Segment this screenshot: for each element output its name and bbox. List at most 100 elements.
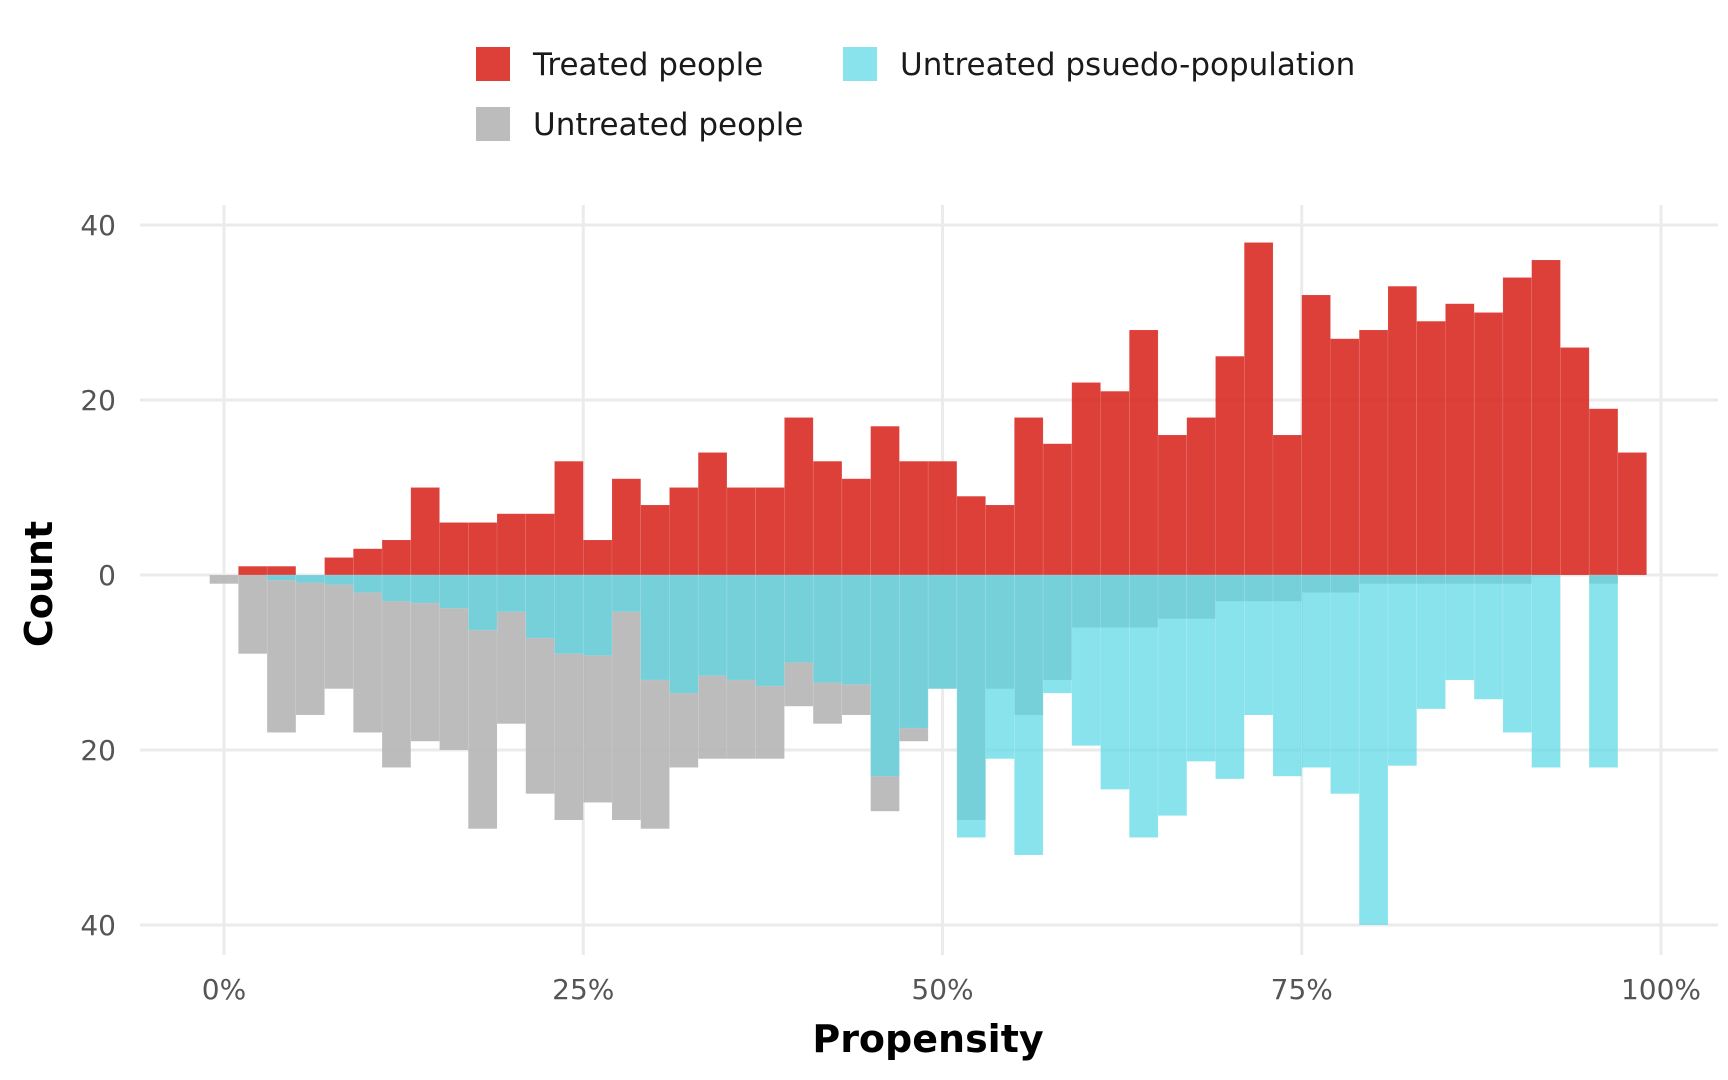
treated-people-bar xyxy=(1531,259,1561,576)
treated-people-bar xyxy=(697,452,728,576)
treated-people-bar xyxy=(238,565,268,576)
untreated-people-bar xyxy=(238,574,268,655)
treated-people-bar xyxy=(1301,294,1331,576)
untreated-psuedo-population-bar xyxy=(697,574,728,676)
axis-layer: 0% 25% 50% 75% 100% 40 20 0 20 40 xyxy=(80,209,1701,1006)
untreated-psuedo-population-bar xyxy=(1157,574,1188,816)
untreated-psuedo-population-bar xyxy=(985,574,1015,760)
treated-people-bar xyxy=(1186,417,1216,576)
treated-people-bar xyxy=(1100,390,1130,576)
untreated-psuedo-population-bar xyxy=(1071,574,1101,746)
x-axis-title: Propensity xyxy=(812,1017,1044,1061)
x-tick-label: 100% xyxy=(1621,973,1701,1006)
untreated-people-bar xyxy=(266,574,297,733)
treated-people-bar xyxy=(266,565,297,576)
treated-people-bar xyxy=(1157,434,1188,576)
untreated-psuedo-population-bar xyxy=(554,574,584,655)
treated-people-bar xyxy=(1502,277,1532,576)
untreated-psuedo-population-bar xyxy=(381,574,412,602)
untreated-psuedo-population-bar xyxy=(1272,574,1303,777)
untreated-psuedo-population-legend-key xyxy=(843,47,877,81)
untreated-psuedo-population-bar xyxy=(439,574,469,609)
untreated-psuedo-population-bar xyxy=(640,574,670,681)
untreated-people-bar xyxy=(295,574,325,716)
untreated-psuedo-population-bar xyxy=(1100,574,1130,790)
treated-people-bar xyxy=(985,504,1015,576)
treated-people-bar xyxy=(525,513,555,576)
treated-people-bar xyxy=(640,504,670,576)
treated-people-bar xyxy=(1588,408,1619,576)
grid-layer xyxy=(140,205,1718,955)
untreated-people-bar xyxy=(611,574,642,821)
untreated-psuedo-population-bar xyxy=(1186,574,1216,762)
untreated-psuedo-population-bar xyxy=(899,574,929,729)
untreated-psuedo-population-bar xyxy=(841,574,871,685)
treated-people-bar xyxy=(1387,285,1418,576)
untreated-psuedo-population-bar xyxy=(1014,574,1044,856)
untreated-psuedo-population-bar xyxy=(755,574,785,687)
treated-people-bar xyxy=(755,487,785,576)
legend: Treated people Untreated psuedo-populatio… xyxy=(476,47,1355,143)
untreated-psuedo-population-bar xyxy=(324,574,354,585)
untreated-people-bar xyxy=(353,574,383,733)
treated-people-bar xyxy=(899,460,929,576)
y-tick-label: 20 xyxy=(80,384,116,417)
treated-people-bar xyxy=(1330,338,1360,576)
treated-people-bar xyxy=(611,478,642,576)
treated-people-bar xyxy=(1272,434,1303,576)
untreated-psuedo-population-bar xyxy=(525,574,555,639)
untreated-psuedo-population-bar xyxy=(1301,574,1331,768)
treated-people-bar xyxy=(1042,443,1073,576)
treated-people-bar xyxy=(324,557,354,576)
treated-people-legend-key xyxy=(476,47,510,81)
treated-people-bar xyxy=(1445,303,1475,576)
treated-people-bar xyxy=(467,522,498,576)
untreated-psuedo-population-bar xyxy=(870,574,900,777)
y-axis-title: Count xyxy=(17,521,61,647)
untreated-psuedo-population-bar xyxy=(1502,574,1532,733)
treated-people-bar xyxy=(1071,382,1101,576)
treated-people-bar xyxy=(1416,320,1446,576)
untreated-psuedo-population-bar xyxy=(956,574,986,838)
untreated-psuedo-population-bar xyxy=(496,574,527,613)
untreated-people-legend-key xyxy=(476,107,510,141)
untreated-psuedo-population-bar xyxy=(266,574,297,581)
untreated-psuedo-population-bar xyxy=(467,574,498,631)
untreated-psuedo-population-bar xyxy=(1588,574,1619,768)
treated-people-bar xyxy=(496,513,527,576)
untreated-people-bar xyxy=(324,574,354,690)
treated-people-bar xyxy=(1014,417,1044,576)
untreated-psuedo-population-bar xyxy=(812,574,843,683)
untreated-psuedo-population-bar xyxy=(1129,574,1159,838)
untreated-people-bar xyxy=(381,574,412,768)
treated-people-bar xyxy=(726,487,756,576)
treated-people-bar xyxy=(927,460,958,576)
treated-people-legend-label: Treated people xyxy=(532,47,763,83)
untreated-people-bar xyxy=(209,574,239,585)
treated-people-bar xyxy=(784,417,814,576)
untreated-psuedo-population-bar xyxy=(1445,574,1475,681)
treated-people-bar xyxy=(381,539,412,576)
untreated-psuedo-population-bar xyxy=(353,574,383,593)
treated-people-bar xyxy=(1358,329,1389,576)
x-tick-label: 25% xyxy=(552,973,614,1006)
untreated-psuedo-population-bar xyxy=(295,574,325,584)
untreated-psuedo-population-bar xyxy=(1531,574,1561,768)
untreated-people-legend-label: Untreated people xyxy=(533,107,803,143)
untreated-psuedo-population-bar xyxy=(927,574,958,690)
x-tick-label: 50% xyxy=(911,973,973,1006)
x-tick-label: 0% xyxy=(202,973,246,1006)
x-tick-label: 75% xyxy=(1271,973,1333,1006)
treated-people-bar xyxy=(582,539,613,576)
y-tick-label: 0 xyxy=(98,559,116,592)
treated-people-bar xyxy=(1243,242,1274,576)
treated-people-bar xyxy=(956,495,986,576)
treated-people-bar xyxy=(1473,312,1504,576)
treated-people-bar xyxy=(1129,329,1159,576)
treated-people-bar xyxy=(812,460,843,576)
treated-people-bar xyxy=(1560,347,1590,576)
untreated-psuedo-population-bar xyxy=(410,574,440,604)
treated-people-bar xyxy=(1617,452,1647,576)
